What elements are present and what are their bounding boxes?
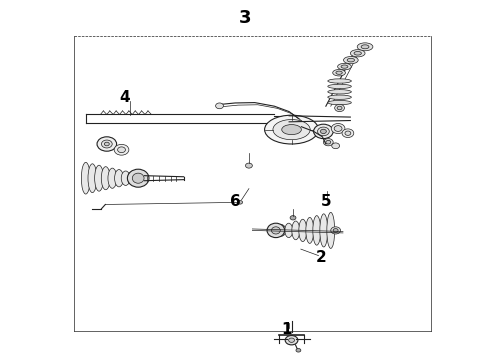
Ellipse shape [314, 124, 333, 139]
Ellipse shape [97, 137, 117, 151]
Ellipse shape [95, 165, 103, 191]
Ellipse shape [306, 217, 314, 243]
Ellipse shape [273, 120, 310, 140]
Ellipse shape [299, 219, 307, 242]
Ellipse shape [128, 172, 137, 185]
Ellipse shape [332, 143, 340, 149]
Ellipse shape [323, 139, 333, 146]
Ellipse shape [357, 43, 373, 51]
Ellipse shape [338, 63, 351, 70]
Circle shape [335, 104, 344, 112]
Circle shape [245, 163, 252, 168]
Ellipse shape [327, 212, 335, 248]
Ellipse shape [115, 170, 123, 187]
Ellipse shape [278, 225, 286, 236]
Circle shape [289, 338, 294, 342]
Ellipse shape [285, 223, 293, 238]
Text: 3: 3 [239, 9, 251, 27]
Ellipse shape [345, 131, 351, 135]
Ellipse shape [313, 216, 320, 245]
Ellipse shape [328, 84, 351, 89]
Circle shape [238, 201, 243, 204]
Text: 4: 4 [120, 90, 130, 105]
Ellipse shape [320, 214, 328, 247]
Circle shape [333, 229, 338, 232]
Ellipse shape [350, 50, 365, 57]
Ellipse shape [121, 171, 130, 185]
Ellipse shape [354, 51, 362, 55]
Ellipse shape [342, 129, 354, 138]
Ellipse shape [328, 100, 351, 105]
Ellipse shape [331, 123, 345, 134]
Circle shape [104, 142, 109, 146]
Ellipse shape [88, 164, 97, 193]
Ellipse shape [265, 115, 318, 144]
Ellipse shape [108, 168, 117, 188]
Ellipse shape [336, 71, 343, 75]
Ellipse shape [282, 125, 301, 135]
Text: 5: 5 [320, 194, 331, 209]
Circle shape [326, 140, 331, 144]
Circle shape [285, 336, 298, 345]
Circle shape [290, 216, 296, 220]
Ellipse shape [334, 126, 342, 131]
Ellipse shape [318, 127, 329, 136]
Ellipse shape [271, 227, 280, 234]
Ellipse shape [101, 167, 110, 190]
Circle shape [118, 147, 125, 153]
Circle shape [296, 348, 301, 352]
Circle shape [216, 103, 223, 109]
Ellipse shape [333, 69, 345, 76]
Text: 1: 1 [281, 322, 292, 337]
Ellipse shape [114, 144, 129, 155]
Ellipse shape [132, 173, 144, 183]
Ellipse shape [361, 45, 369, 49]
Ellipse shape [127, 169, 149, 187]
Ellipse shape [328, 95, 351, 99]
Ellipse shape [343, 57, 358, 64]
Ellipse shape [347, 58, 355, 62]
Circle shape [320, 129, 326, 134]
Ellipse shape [341, 65, 348, 68]
Ellipse shape [81, 162, 90, 194]
Text: 6: 6 [230, 194, 241, 209]
Text: 2: 2 [316, 250, 326, 265]
Ellipse shape [292, 221, 300, 240]
Ellipse shape [328, 90, 351, 94]
Ellipse shape [267, 223, 285, 238]
Circle shape [337, 106, 342, 110]
Ellipse shape [328, 79, 351, 83]
Circle shape [101, 140, 112, 148]
Circle shape [331, 227, 341, 234]
